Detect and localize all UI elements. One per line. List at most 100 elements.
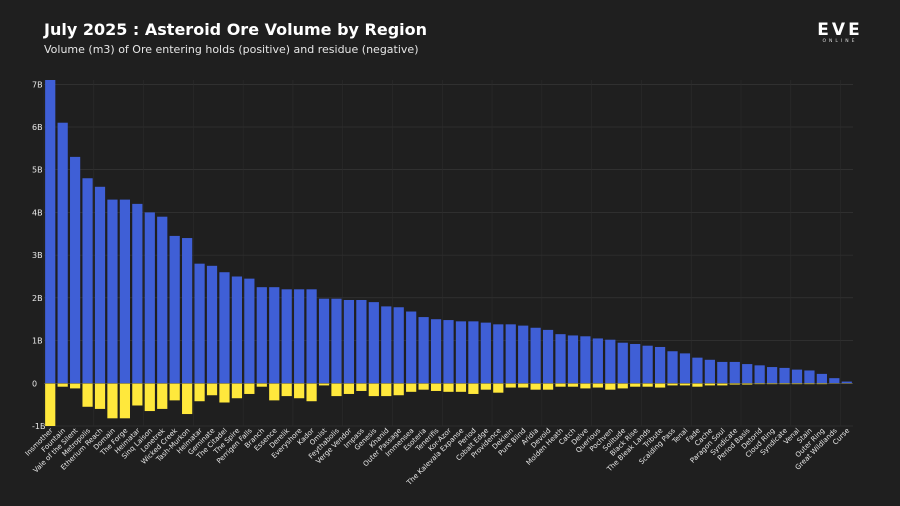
bar-negative <box>356 383 367 391</box>
y-tick-label: 4B <box>32 208 43 217</box>
bar-positive <box>480 322 491 384</box>
bar-negative <box>393 383 404 396</box>
bar-positive <box>182 238 193 384</box>
bar-positive <box>605 339 616 384</box>
bar-negative <box>119 383 131 419</box>
bar-negative <box>518 383 529 388</box>
bar-positive <box>592 338 603 384</box>
bar-negative <box>729 383 740 385</box>
bar-negative <box>592 383 603 388</box>
bar-negative <box>605 383 616 390</box>
bar-positive <box>717 361 728 384</box>
bar-negative <box>430 383 442 391</box>
bar-negative <box>244 383 255 394</box>
bar-positive <box>493 324 504 384</box>
bar-negative <box>281 383 292 397</box>
bar-positive <box>704 359 715 384</box>
bar-positive <box>132 203 143 384</box>
bar-positive <box>169 235 180 384</box>
bar-negative <box>406 383 417 392</box>
bar-negative <box>667 383 678 386</box>
bar-positive <box>269 287 280 384</box>
bar-positive <box>57 122 68 384</box>
bar-negative <box>318 383 330 386</box>
chart-title: July 2025 : Asteroid Ore Volume by Regio… <box>44 20 428 39</box>
bar-positive <box>157 216 168 384</box>
bar-positive <box>82 178 93 384</box>
bar-positive <box>406 311 417 384</box>
bar-positive <box>642 345 653 384</box>
bar-negative <box>132 383 143 406</box>
bar-negative <box>567 383 579 387</box>
bar-positive <box>580 336 591 384</box>
bar-negative <box>505 383 516 388</box>
bar-negative <box>256 383 267 387</box>
y-tick-label: 6B <box>32 123 43 132</box>
bar-negative <box>418 383 429 390</box>
bar-positive <box>206 265 218 384</box>
bar-negative <box>343 383 355 394</box>
bar-positive <box>94 186 106 384</box>
bar-negative <box>779 383 790 385</box>
bar-positive <box>107 199 118 384</box>
bar-positive <box>194 263 205 384</box>
bar-negative <box>630 383 641 387</box>
bar-positive <box>617 342 628 384</box>
bar-negative <box>194 383 205 402</box>
y-tick-label: 1B <box>32 337 43 346</box>
logo-sub-text: ONLINE <box>822 39 858 44</box>
bar-negative <box>742 383 753 385</box>
bar-negative <box>642 383 653 387</box>
bar-negative <box>816 383 827 385</box>
bar-negative <box>70 383 81 389</box>
bar-negative <box>82 383 93 407</box>
bar-positive <box>791 369 803 384</box>
y-tick-label: 0 <box>32 379 37 388</box>
bar-positive <box>219 272 230 384</box>
bar-positive <box>294 289 305 384</box>
bar-negative <box>791 383 803 385</box>
bar-negative <box>94 383 106 409</box>
bar-negative <box>443 383 454 392</box>
bar-positive <box>779 367 790 384</box>
bar-negative <box>455 383 467 392</box>
bar-positive <box>505 324 516 384</box>
bar-positive <box>530 327 541 384</box>
bar-negative <box>45 383 56 426</box>
bar-negative <box>530 383 541 390</box>
bar-positive <box>654 346 666 384</box>
bar-positive <box>306 289 317 384</box>
bar-positive <box>742 364 753 384</box>
logo-main-text: EVE <box>817 20 863 40</box>
y-tick-label: 7B <box>32 80 43 89</box>
bar-negative <box>654 383 666 388</box>
bar-positive <box>729 361 740 384</box>
bar-negative <box>580 383 591 389</box>
bar-positive <box>368 302 379 384</box>
bar-positive <box>766 367 778 384</box>
bar-negative <box>679 383 691 386</box>
bar-negative <box>182 383 193 415</box>
bar-negative <box>219 383 230 403</box>
bar-negative <box>542 383 554 390</box>
bar-positive <box>455 321 467 384</box>
bar-positive <box>555 334 566 384</box>
bar-negative <box>157 383 168 409</box>
bar-positive <box>418 317 429 384</box>
bar-positive <box>318 298 330 384</box>
bar-negative <box>169 383 180 401</box>
bar-negative <box>493 383 504 393</box>
bar-negative <box>617 383 628 389</box>
bar-negative <box>144 383 155 412</box>
bar-negative <box>692 383 703 387</box>
bar-negative <box>766 383 778 385</box>
bar-positive <box>70 156 81 384</box>
bar-negative <box>480 383 491 390</box>
bar-negative <box>269 383 280 401</box>
bar-negative <box>294 383 305 399</box>
bar-negative <box>381 383 392 397</box>
bar-positive <box>692 357 703 384</box>
bar-positive <box>443 320 454 384</box>
bar-positive <box>430 319 442 384</box>
